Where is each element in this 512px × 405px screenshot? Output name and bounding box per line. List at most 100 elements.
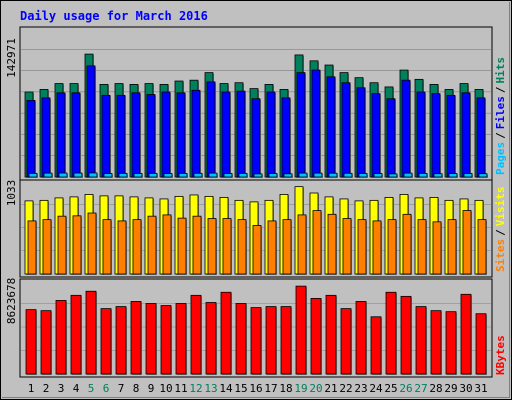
sites-bar <box>237 219 247 275</box>
files-bar <box>341 82 351 178</box>
sites-bar <box>342 218 352 275</box>
kbytes-bar <box>55 300 67 375</box>
kbytes-bar <box>145 303 157 375</box>
kbytes-bar <box>250 307 262 375</box>
kbytes-bar <box>160 305 172 375</box>
x-tick-label: 31 <box>474 382 487 395</box>
chart-title: Daily usage for March 2016 <box>20 9 208 23</box>
sites-bar <box>42 219 52 275</box>
sites-bar <box>402 213 412 275</box>
kbytes-bar <box>25 309 37 375</box>
pages-bar <box>328 172 338 178</box>
x-tick-label: 13 <box>204 382 217 395</box>
files-bar <box>221 91 231 178</box>
kbytes-bar <box>385 291 397 375</box>
files-bar <box>41 97 51 178</box>
x-tick-label: 2 <box>43 382 50 395</box>
files-bar <box>386 98 396 178</box>
x-tick-label: 25 <box>384 382 397 395</box>
files-bar <box>86 65 96 178</box>
sites-bar <box>192 215 202 275</box>
x-tick-label: 15 <box>234 382 247 395</box>
x-tick-label: 19 <box>294 382 307 395</box>
kbytes-bar <box>310 297 322 375</box>
sites-bar <box>72 215 82 275</box>
sites-bar <box>447 219 457 275</box>
files-bar <box>176 92 186 178</box>
pages-bar <box>403 172 413 178</box>
pages-bar <box>253 173 263 178</box>
legend-kbytes: KBytes <box>494 335 507 375</box>
files-bar <box>446 94 456 178</box>
sites-bar <box>117 220 127 275</box>
pages-bar <box>418 172 428 178</box>
files-bar <box>416 91 426 178</box>
x-tick-label: 3 <box>58 382 65 395</box>
x-tick-label: 7 <box>118 382 125 395</box>
pages-bar <box>268 173 278 178</box>
sites-bar <box>297 214 307 275</box>
pages-bar <box>133 173 143 178</box>
legend-sites: Sites <box>494 239 507 272</box>
x-tick-label: 29 <box>444 382 457 395</box>
pages-bar <box>148 172 158 178</box>
sites-bar <box>372 220 382 275</box>
sites-bar <box>432 221 442 275</box>
x-tick-label: 28 <box>429 382 442 395</box>
files-bar <box>476 97 486 178</box>
sites-bar <box>87 212 97 275</box>
x-tick-label: 21 <box>324 382 337 395</box>
files-bar <box>56 92 66 178</box>
sites-bar <box>327 213 337 275</box>
pages-bar <box>478 173 488 178</box>
sites-bar <box>312 210 322 275</box>
pages-bar <box>343 172 353 178</box>
files-bar <box>71 92 81 178</box>
x-tick-label: 17 <box>264 382 277 395</box>
x-tick-label: 20 <box>309 382 322 395</box>
x-tick-label: 11 <box>174 382 187 395</box>
x-tick-label: 16 <box>249 382 262 395</box>
pages-bar <box>43 172 53 178</box>
pages-bar <box>433 173 443 178</box>
x-tick-label: 24 <box>369 382 383 395</box>
files-bar <box>431 93 441 178</box>
sites-bar <box>357 219 367 275</box>
pages-bar <box>223 173 233 178</box>
pages-bar <box>28 172 38 178</box>
kbytes-bar <box>295 285 307 375</box>
sites-bar <box>222 218 232 275</box>
kbytes-bar <box>340 308 352 375</box>
sites-bar <box>207 218 217 275</box>
x-tick-label: 26 <box>399 382 412 395</box>
x-tick-label: 5 <box>88 382 95 395</box>
x-tick-label: 10 <box>159 382 172 395</box>
files-bar <box>161 91 171 178</box>
y-tick-label-visits: 1033 <box>5 180 18 207</box>
sites-bar <box>147 215 157 275</box>
pages-bar <box>313 172 323 178</box>
kbytes-bar <box>235 303 247 375</box>
files-bar <box>236 90 246 178</box>
y-tick-label-kbytes: 8623678 <box>5 278 18 324</box>
kbytes-bar <box>100 308 112 375</box>
pages-bar <box>373 173 383 178</box>
pages-bar <box>283 173 293 178</box>
pages-bar <box>58 172 68 178</box>
sites-bar <box>132 219 142 275</box>
y-tick-label-hits: 142971 <box>5 38 18 78</box>
pages-bar <box>238 172 248 178</box>
legend-visits: Visits <box>494 187 507 227</box>
files-bar <box>311 69 321 178</box>
files-bar <box>356 87 366 178</box>
kbytes-bar <box>430 310 442 375</box>
pages-bar <box>163 173 173 178</box>
kbytes-bar <box>40 310 52 375</box>
sites-bar <box>162 214 172 275</box>
legend-separator: / <box>494 229 507 236</box>
sites-bar <box>57 215 67 275</box>
x-tick-label: 4 <box>73 382 80 395</box>
files-bar <box>251 98 261 178</box>
